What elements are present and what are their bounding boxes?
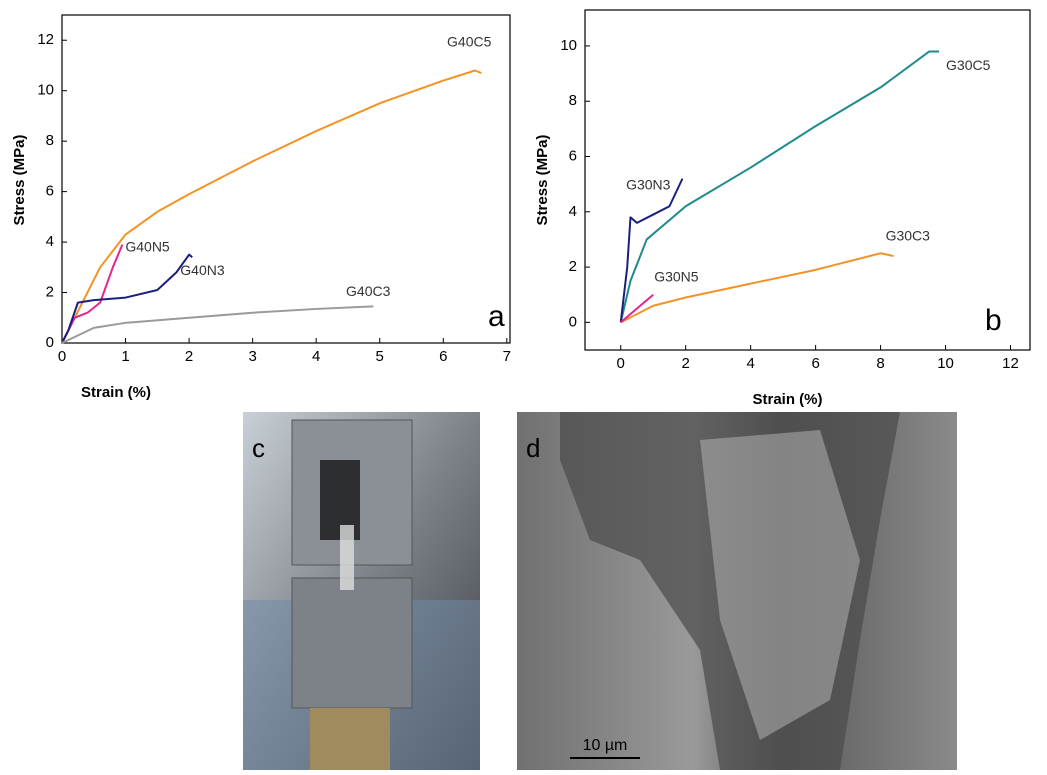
- y-tick-label: 6: [569, 147, 577, 164]
- x-tick-label: 3: [248, 348, 256, 365]
- y-tick-label: 8: [46, 132, 54, 149]
- x-tick-label: 6: [811, 355, 819, 372]
- x-tick-label: 10: [937, 355, 954, 372]
- base: [310, 708, 390, 770]
- y-tick-label: 12: [37, 31, 54, 48]
- panel-label: c: [252, 433, 265, 463]
- x-tick-label: 4: [312, 348, 320, 365]
- x-tick-label: 2: [682, 355, 690, 372]
- x-tick-label: 5: [376, 348, 384, 365]
- y-axis-title: Stress (MPa): [11, 135, 28, 226]
- y-tick-label: 8: [569, 92, 577, 109]
- x-tick-label: 0: [58, 348, 66, 365]
- data-line: [62, 255, 192, 343]
- y-tick-label: 0: [569, 313, 577, 330]
- plot-frame: [62, 15, 510, 343]
- panel-label: b: [985, 304, 1002, 337]
- series-label: G30C3: [886, 228, 931, 244]
- series-label: G30C5: [946, 57, 991, 73]
- lower-grip: [292, 578, 412, 708]
- series-label: G30N3: [626, 176, 671, 192]
- y-tick-label: 2: [46, 284, 54, 301]
- data-line: [621, 253, 894, 322]
- photo-c: c: [243, 412, 480, 770]
- series-label: G40C3: [346, 283, 391, 299]
- x-tick-label: 0: [617, 355, 625, 372]
- x-tick-label: 7: [503, 348, 511, 365]
- panel-label: a: [488, 300, 505, 333]
- x-tick-label: 1: [121, 348, 129, 365]
- series-label: G40N3: [180, 262, 225, 278]
- photo-d: 10 µm d: [517, 412, 957, 770]
- series-label: G40C5: [447, 34, 492, 50]
- series-label: G30N5: [654, 268, 699, 284]
- y-tick-label: 4: [569, 203, 577, 220]
- y-tick-label: 10: [560, 37, 577, 54]
- data-line: [62, 71, 481, 343]
- y-tick-label: 10: [37, 82, 54, 99]
- data-line: [62, 306, 373, 343]
- y-tick-label: 0: [46, 334, 54, 351]
- panel-label: d: [526, 433, 540, 463]
- specimen: [340, 525, 354, 590]
- x-axis-title: Strain (%): [752, 391, 822, 408]
- scale-bar-label: 10 µm: [583, 737, 628, 754]
- x-tick-label: 6: [439, 348, 447, 365]
- x-tick-label: 12: [1002, 355, 1019, 372]
- series-label: G40N5: [125, 238, 170, 254]
- y-axis-title: Stress (MPa): [534, 135, 551, 226]
- figure: c 10 µm d 01234567024681012Strain (%)Str…: [0, 0, 1047, 770]
- y-tick-label: 6: [46, 183, 54, 200]
- y-tick-label: 4: [46, 233, 54, 250]
- x-axis-title: Strain (%): [81, 384, 151, 401]
- x-tick-label: 4: [746, 355, 754, 372]
- page: c 10 µm d 01234567024681012Strain (%)Str…: [0, 0, 1047, 770]
- y-tick-label: 2: [569, 258, 577, 275]
- x-tick-label: 2: [185, 348, 193, 365]
- x-tick-label: 8: [876, 355, 884, 372]
